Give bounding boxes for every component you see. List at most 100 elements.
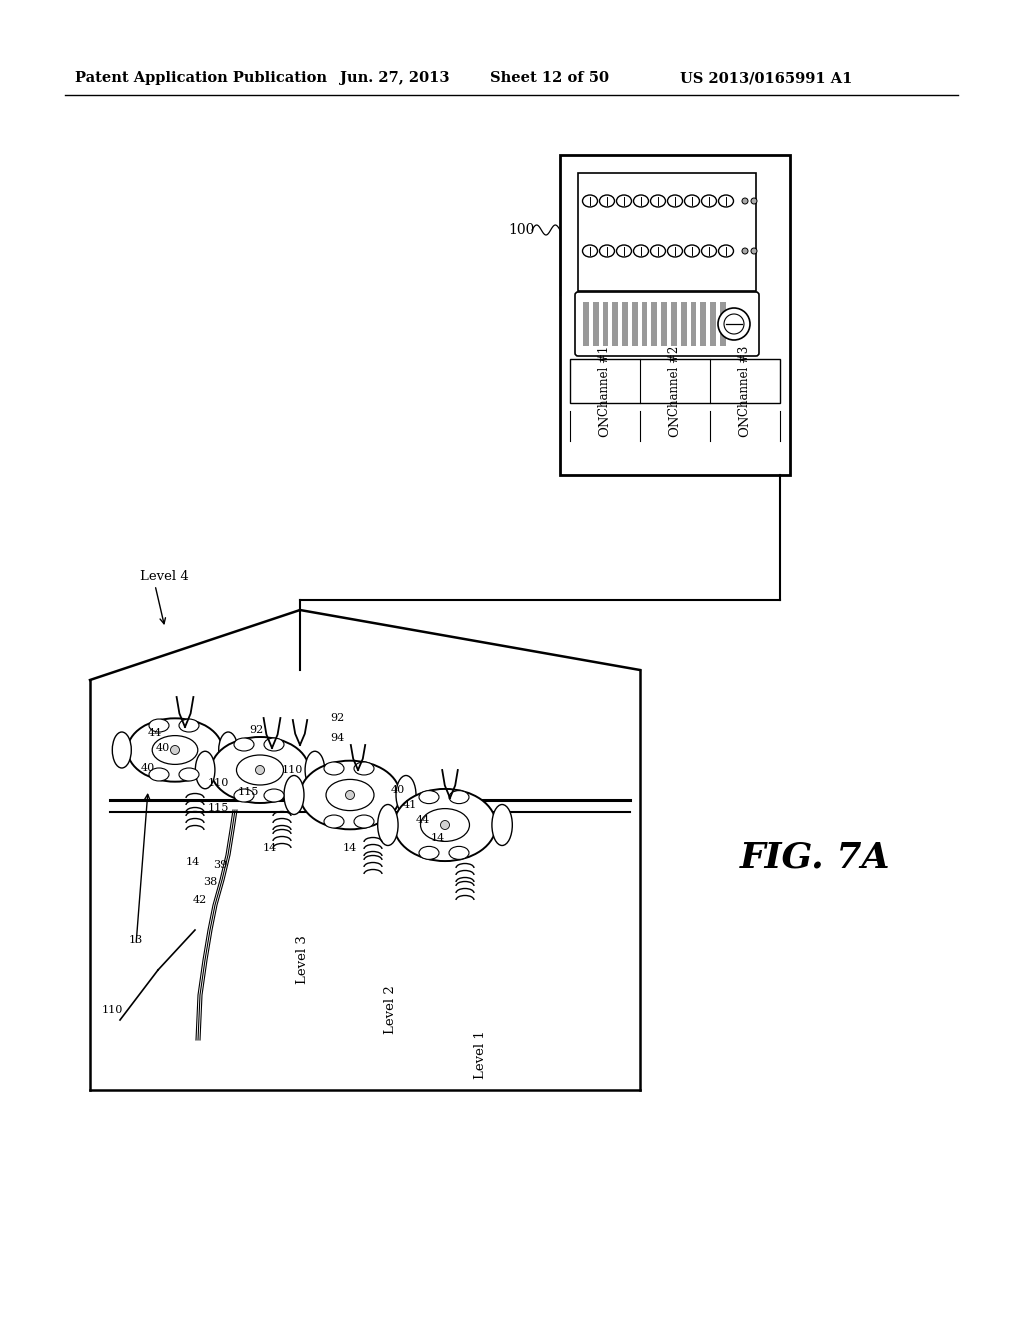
Bar [720,302,726,346]
Ellipse shape [492,804,512,846]
Text: Sheet 12 of 50: Sheet 12 of 50 [490,71,609,84]
Bar [671,302,677,346]
Text: 44: 44 [416,814,430,825]
Text: Level 2: Level 2 [384,986,396,1035]
Ellipse shape [668,246,683,257]
Text: Level 3: Level 3 [296,936,308,985]
Ellipse shape [326,779,374,810]
Ellipse shape [583,246,597,257]
Text: 42: 42 [193,895,207,906]
Ellipse shape [684,246,699,257]
Ellipse shape [150,719,169,733]
Text: 38: 38 [203,876,217,887]
Text: 14: 14 [431,833,445,843]
Ellipse shape [179,768,199,781]
Ellipse shape [354,762,374,775]
Ellipse shape [742,248,748,253]
Ellipse shape [264,789,284,803]
Bar [651,302,657,346]
Text: 100: 100 [508,223,535,238]
Circle shape [724,314,744,334]
Text: Channel #3: Channel #3 [738,346,752,416]
Text: 115: 115 [238,787,259,797]
Ellipse shape [234,789,254,803]
FancyBboxPatch shape [575,292,759,356]
Bar [623,302,628,346]
Text: Level 1: Level 1 [473,1031,486,1080]
Ellipse shape [742,198,748,205]
Ellipse shape [419,791,439,804]
Text: 110: 110 [207,777,228,788]
Text: FIG. 7A: FIG. 7A [740,841,891,875]
Ellipse shape [599,246,614,257]
Ellipse shape [449,791,469,804]
Ellipse shape [128,718,222,781]
Text: 40: 40 [391,785,406,795]
Ellipse shape [179,719,199,733]
Bar [560,154,790,475]
Ellipse shape [378,804,398,846]
Bar [612,302,618,346]
Ellipse shape [113,733,131,768]
Text: ON: ON [738,414,752,437]
Ellipse shape [701,246,717,257]
Bar [690,302,696,346]
Ellipse shape [701,195,717,207]
Text: 94: 94 [330,733,344,743]
Ellipse shape [324,762,344,775]
Text: 44: 44 [147,729,162,738]
Ellipse shape [219,733,238,768]
Circle shape [256,766,264,775]
Ellipse shape [634,246,648,257]
Bar [662,302,667,346]
Ellipse shape [616,246,632,257]
Bar [710,302,716,346]
Ellipse shape [354,814,374,828]
Bar [593,302,598,346]
Ellipse shape [419,846,439,859]
Bar [700,302,707,346]
Ellipse shape [449,846,469,859]
Ellipse shape [751,248,757,253]
Text: 110: 110 [282,766,303,775]
Text: ON: ON [669,414,682,437]
Ellipse shape [234,738,254,751]
Circle shape [345,791,354,800]
Ellipse shape [719,195,733,207]
Ellipse shape [599,195,614,207]
Text: 14: 14 [343,843,357,853]
Ellipse shape [324,814,344,828]
Bar [681,302,686,346]
Circle shape [440,821,450,829]
Text: 14: 14 [263,843,278,853]
Ellipse shape [684,195,699,207]
Bar [570,359,780,403]
Text: 92: 92 [330,713,344,723]
Text: 40: 40 [141,763,155,774]
Text: 110: 110 [101,1005,123,1015]
Ellipse shape [284,776,304,814]
Bar [602,302,608,346]
Ellipse shape [616,195,632,207]
Text: 92: 92 [249,725,263,735]
Ellipse shape [719,246,733,257]
Text: Channel #1: Channel #1 [598,346,611,416]
Text: 14: 14 [186,857,200,867]
Text: Jun. 27, 2013: Jun. 27, 2013 [340,71,450,84]
Text: 13: 13 [129,935,143,945]
Bar [578,173,756,290]
Ellipse shape [153,735,198,764]
Text: Patent Application Publication: Patent Application Publication [75,71,327,84]
Ellipse shape [583,195,597,207]
Ellipse shape [211,737,309,803]
Ellipse shape [668,195,683,207]
Text: US 2013/0165991 A1: US 2013/0165991 A1 [680,71,852,84]
Ellipse shape [300,760,400,829]
Ellipse shape [305,751,325,789]
Circle shape [718,308,750,341]
Ellipse shape [650,195,666,207]
Ellipse shape [264,738,284,751]
Ellipse shape [396,776,416,814]
Ellipse shape [237,755,284,785]
Text: 41: 41 [402,800,417,810]
